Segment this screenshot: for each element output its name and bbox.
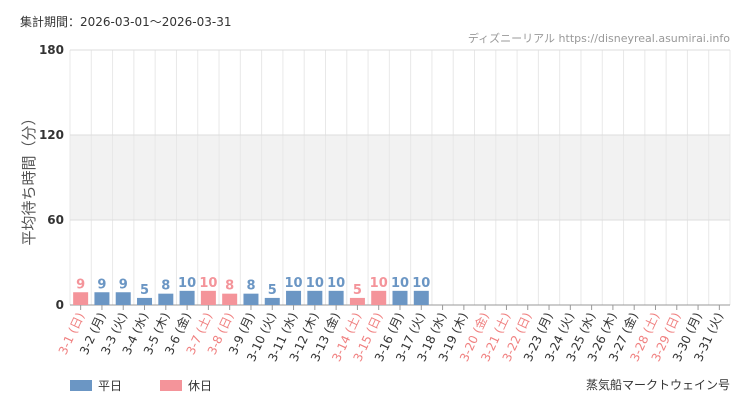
data-label: 8	[225, 279, 234, 294]
data-label: 8	[161, 279, 170, 294]
bar	[328, 290, 344, 305]
data-label: 5	[353, 283, 362, 298]
data-label: 10	[178, 276, 196, 291]
legend-label: 平日	[98, 379, 122, 393]
legend-swatch	[160, 380, 182, 391]
data-label: 5	[140, 283, 149, 298]
data-label: 5	[268, 283, 277, 298]
y-axis-label: 平均待ち時間（分）	[20, 110, 38, 245]
data-label: 10	[327, 276, 345, 291]
bar	[158, 293, 174, 305]
y-tick-label: 60	[47, 213, 64, 227]
bar	[349, 297, 365, 305]
y-tick-label: 0	[56, 298, 64, 312]
bar	[200, 290, 216, 305]
bar	[179, 290, 195, 305]
bar	[243, 293, 259, 305]
period: 集計期間：2026-03-01～2026-03-31	[20, 14, 231, 29]
bar	[222, 293, 238, 305]
bar	[137, 297, 153, 305]
legend-swatch	[70, 380, 92, 391]
data-label: 10	[199, 276, 217, 291]
data-label: 10	[306, 276, 324, 291]
source: ディズニーリアル https://disneyreal.asumirai.inf…	[468, 31, 730, 45]
data-label: 9	[97, 277, 106, 292]
data-label: 9	[119, 277, 128, 292]
data-label: 10	[391, 276, 409, 291]
bar	[307, 290, 323, 305]
plot-band	[70, 135, 730, 220]
bar	[73, 292, 89, 305]
attraction: 蒸気船マークトウェイン号	[586, 377, 730, 392]
data-label: 9	[76, 277, 85, 292]
data-label: 8	[246, 279, 255, 294]
bar	[392, 290, 408, 305]
bar	[371, 290, 387, 305]
bar	[94, 292, 110, 305]
data-label: 10	[412, 276, 430, 291]
legend-label: 休日	[188, 379, 212, 393]
bar	[115, 292, 131, 305]
bar	[286, 290, 302, 305]
y-tick-label: 120	[39, 128, 64, 142]
y-tick-label: 180	[39, 43, 64, 57]
bar	[264, 297, 280, 305]
bar	[413, 290, 429, 305]
data-label: 10	[370, 276, 388, 291]
data-label: 10	[285, 276, 303, 291]
